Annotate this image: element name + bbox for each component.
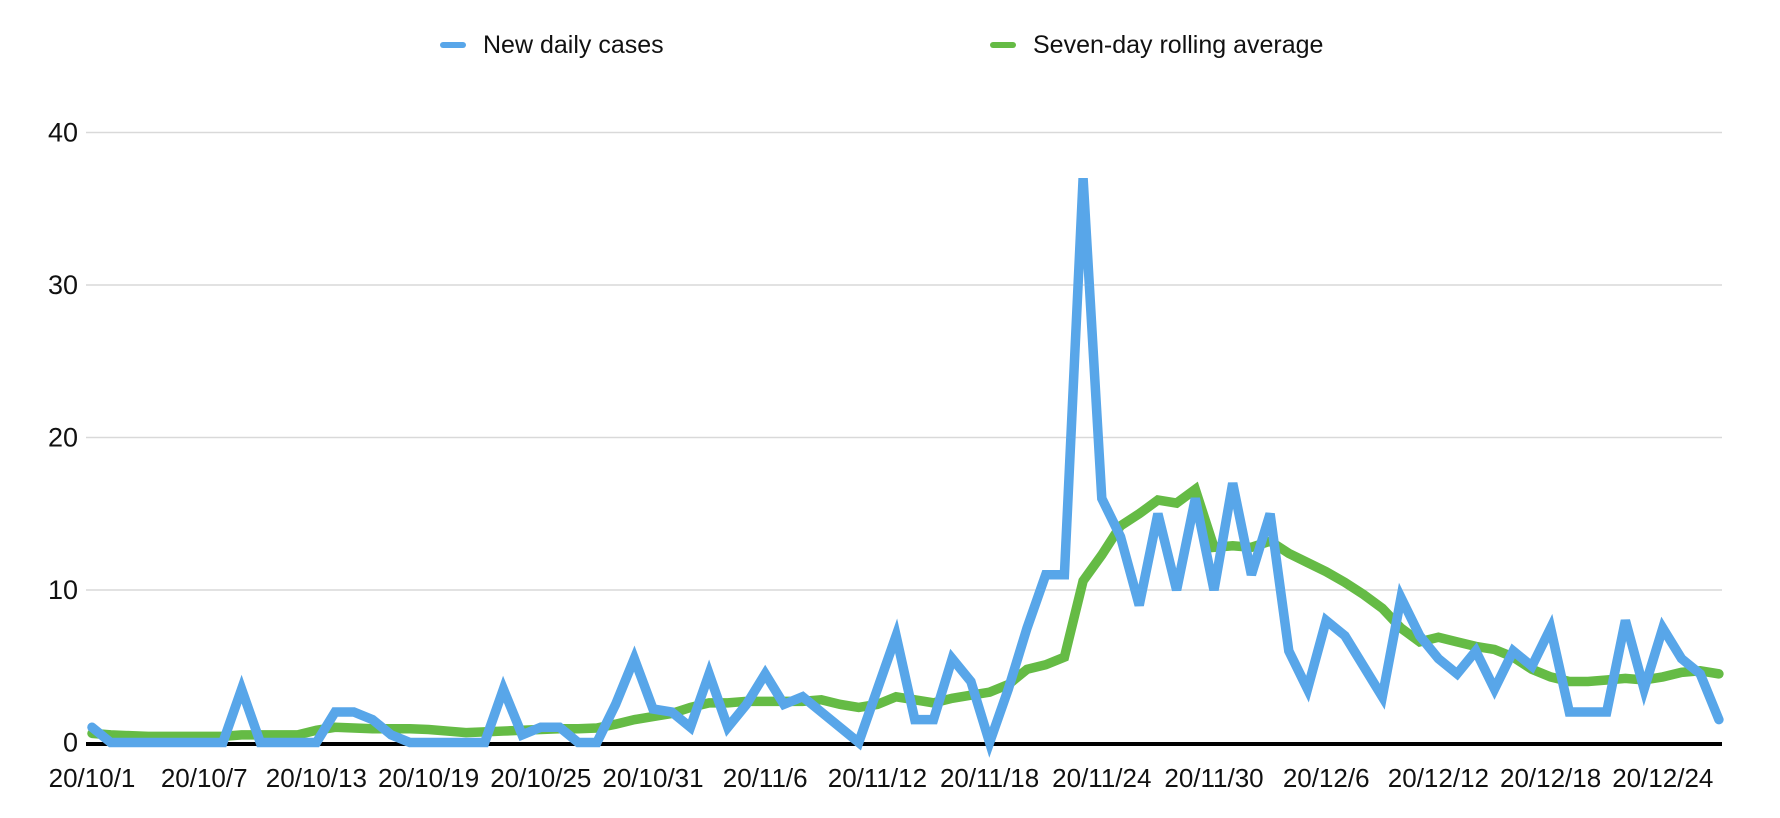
x-tick-label-20-11-18: 20/11/18 — [940, 763, 1039, 793]
x-tick-label-20-12-24: 20/12/24 — [1612, 763, 1713, 793]
x-tick-label-20-12-6: 20/12/6 — [1283, 763, 1370, 793]
legend-item-seven-day-average: Seven-day rolling average — [990, 30, 1323, 60]
x-tick-label-20-11-12: 20/11/12 — [828, 763, 927, 793]
x-tick-label-20-11-24: 20/11/24 — [1052, 763, 1151, 793]
gridlines — [86, 131, 1722, 591]
x-tick-label-20-10-31: 20/10/31 — [602, 763, 703, 793]
x-tick-label-20-11-30: 20/11/30 — [1164, 763, 1263, 793]
legend-label-seven-day-average: Seven-day rolling average — [1033, 30, 1324, 59]
x-tick-label-20-11-6: 20/11/6 — [723, 763, 808, 793]
legend-dash-new-daily-cases-icon — [440, 42, 466, 48]
y-tick-label-10: 10 — [48, 575, 78, 605]
series-lines — [87, 177, 1724, 758]
y-tick-label-30: 30 — [48, 270, 78, 300]
legend-item-new-daily-cases: New daily cases — [440, 30, 664, 60]
x-tick-label-20-10-7: 20/10/7 — [161, 763, 248, 793]
series-line-new-daily-cases — [87, 177, 1724, 758]
y-axis-labels: 0 10 20 30 40 — [48, 118, 78, 758]
y-tick-label-0: 0 — [63, 728, 78, 758]
x-tick-label-20-10-13: 20/10/13 — [266, 763, 367, 793]
legend-label-new-daily-cases: New daily cases — [483, 30, 664, 59]
x-axis-labels: 20/10/1 20/10/7 20/10/13 20/10/19 20/10/25 20… — [49, 763, 1714, 793]
legend-dash-seven-day-average-icon — [990, 42, 1016, 48]
x-tick-label-20-12-12: 20/12/12 — [1388, 763, 1489, 793]
x-tick-label-20-10-25: 20/10/25 — [490, 763, 591, 793]
y-tick-label-40: 40 — [48, 118, 78, 148]
x-tick-label-20-10-1: 20/10/1 — [49, 763, 136, 793]
x-tick-label-20-12-18: 20/12/18 — [1500, 763, 1601, 793]
x-tick-label-20-10-19: 20/10/19 — [378, 763, 479, 793]
y-tick-label-20: 20 — [48, 423, 78, 453]
